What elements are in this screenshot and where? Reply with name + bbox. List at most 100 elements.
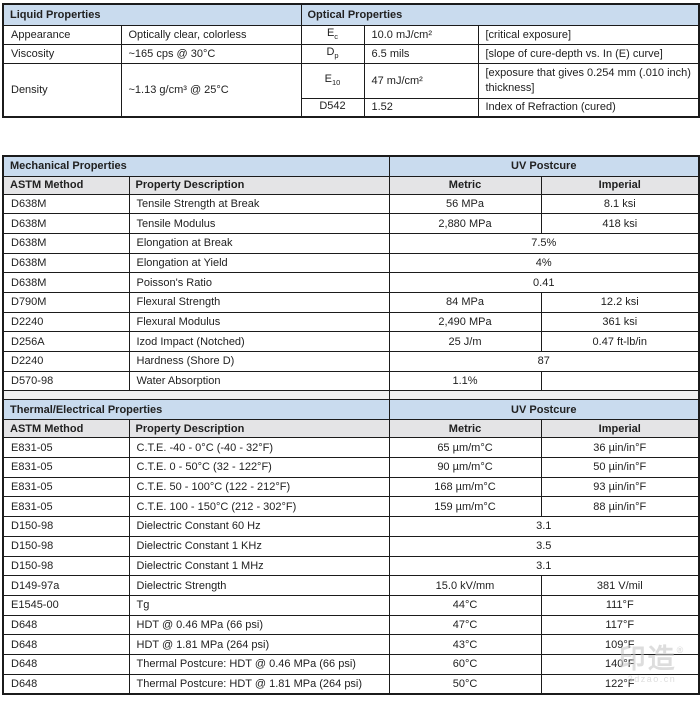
metric-value-cell: 159 µm/m°C [388,496,542,518]
property-description-cell: Dielectric Constant 1 KHz [128,535,390,557]
metric-value-cell: 65 µm/m°C [388,437,542,459]
imperial-value-cell: 381 V/mil [540,575,700,596]
column-header-description: Property Description [128,175,390,195]
property-description-cell: C.T.E. -40 - 0°C (-40 - 32°F) [128,437,390,459]
property-value-cell: ~1.13 g/cm³ @ 25°C [120,62,302,118]
spacer-row [2,390,700,401]
mechanical-properties-title: Mechanical Properties [2,155,390,177]
metric-value-cell: 2,880 MPa [388,213,542,234]
astm-method-cell: D150-98 [2,555,130,577]
astm-method-cell: D648 [2,653,130,675]
symbol-base: D [326,46,335,59]
property-description-cell: Flexural Modulus [128,311,390,333]
optical-symbol-cell: Dp [300,43,365,64]
optical-description-cell: [critical exposure] [477,24,700,45]
table-row: D638M Elongation at Yield 4% [2,252,700,274]
astm-method-cell: D790M [2,291,130,313]
imperial-value-cell: 93 µin/in°F [540,476,700,498]
metric-value-cell: 90 µm/m°C [388,457,542,478]
property-description-cell: C.T.E. 100 - 150°C (212 - 302°F) [128,496,390,518]
imperial-value-cell: 0.47 ft-lb/in [540,331,700,352]
property-description-cell: HDT @ 0.46 MPa (66 psi) [128,614,390,636]
metric-value-cell: 56 MPa [388,193,542,215]
table-row: D2240 Hardness (Shore D) 87 [2,351,700,372]
column-header-imperial: Imperial [540,419,700,439]
optical-value-cell: 6.5 mils [363,43,479,64]
optical-symbol-cell: Ec [300,24,365,45]
astm-method-cell: D638M [2,252,130,274]
astm-method-cell: E831-05 [2,457,130,478]
property-description-cell: Thermal Postcure: HDT @ 0.46 MPa (66 psi… [128,653,390,675]
property-description-cell: Dielectric Constant 1 MHz [128,555,390,577]
imperial-value-cell [540,370,700,392]
astm-method-cell: D638M [2,272,130,293]
table-row: E1545-00 Tg 44°C 111°F [2,594,700,616]
imperial-value-cell: 418 ksi [540,213,700,234]
optical-symbol-cell: E10 [300,62,365,99]
symbol-subscript: 10 [332,78,341,88]
table-row: D2240 Flexural Modulus 2,490 MPa 361 ksi [2,311,700,333]
spacer-cell [2,390,390,401]
liquid-optical-properties-table: Liquid Properties Optical Properties App… [2,3,700,118]
thermal-properties-title: Thermal/Electrical Properties [2,399,390,421]
astm-method-cell: D648 [2,634,130,655]
mechanical-thermal-properties-table: Mechanical Properties UV Postcure ASTM M… [2,155,700,695]
table-row: E831-05 C.T.E. 50 - 100°C (122 - 212°F) 16… [2,476,700,498]
metric-value-cell: 15.0 kV/mm [388,575,542,596]
symbol-base: D542 [319,100,346,113]
mechanical-rows: D638M Tensile Strength at Break 56 MPa 8.1 … [2,193,700,392]
table-row: D256A Izod Impact (Notched) 25 J/m 0.47 ft-… [2,331,700,352]
property-description-cell: C.T.E. 0 - 50°C (32 - 122°F) [128,457,390,478]
property-description-cell: Water Absorption [128,370,390,392]
table-row: E831-05 C.T.E. 100 - 150°C (212 - 302°F) 1… [2,496,700,518]
property-value-cell: Optically clear, colorless [120,24,302,45]
column-header-astm: ASTM Method [2,175,130,195]
property-description-cell: HDT @ 1.81 MPa (264 psi) [128,634,390,655]
combined-value-cell: 0.41 [388,272,700,293]
table-row: D638M Tensile Strength at Break 56 MPa 8.1 … [2,193,700,215]
column-header-astm: ASTM Method [2,419,130,439]
table-row: D570-98 Water Absorption 1.1% [2,370,700,392]
imperial-value-cell: 109°F [540,634,700,655]
property-description-cell: Elongation at Yield [128,252,390,274]
combined-value-cell: 7.5% [388,232,700,254]
imperial-value-cell: 111°F [540,594,700,616]
astm-method-cell: E831-05 [2,496,130,518]
metric-value-cell: 44°C [388,594,542,616]
combined-value-cell: 3.1 [388,516,700,537]
table-row: ASTM Method Property Description Metric … [2,175,700,195]
optical-properties-title: Optical Properties [300,3,700,26]
property-name-cell: Density [2,62,122,118]
optical-description-cell: [exposure that gives 0.254 mm (.010 inch… [477,62,700,99]
property-description-cell: Tg [128,594,390,616]
property-description-cell: Izod Impact (Notched) [128,331,390,352]
table-row: D648 Thermal Postcure: HDT @ 1.81 MPa (26… [2,673,700,695]
table-row: E831-05 C.T.E. -40 - 0°C (-40 - 32°F) 65 µ… [2,437,700,459]
property-description-cell: Thermal Postcure: HDT @ 1.81 MPa (264 ps… [128,673,390,695]
property-description-cell: C.T.E. 50 - 100°C (122 - 212°F) [128,476,390,498]
metric-value-cell: 47°C [388,614,542,636]
column-header-metric: Metric [388,175,542,195]
uv-postcure-header: UV Postcure [388,155,700,177]
table-row: D150-98 Dielectric Constant 1 MHz 3.1 [2,555,700,577]
property-description-cell: Dielectric Constant 60 Hz [128,516,390,537]
imperial-value-cell: 117°F [540,614,700,636]
metric-value-cell: 168 µm/m°C [388,476,542,498]
imperial-value-cell: 122°F [540,673,700,695]
astm-method-cell: D2240 [2,311,130,333]
astm-method-cell: D570-98 [2,370,130,392]
astm-method-cell: D256A [2,331,130,352]
astm-method-cell: D150-98 [2,535,130,557]
imperial-value-cell: 88 µin/in°F [540,496,700,518]
property-description-cell: Elongation at Break [128,232,390,254]
astm-method-cell: E1545-00 [2,594,130,616]
table-row: D790M Flexural Strength 84 MPa 12.2 ksi [2,291,700,313]
table-row: Viscosity ~165 cps @ 30°C Dp 6.5 mils [s… [2,43,700,64]
astm-method-cell: E831-05 [2,437,130,459]
table-row: D542 1.52 Index of Refraction (cured) [3,97,700,118]
table-row: D638M Poisson's Ratio 0.41 [2,272,700,293]
optical-value-cell: 1.52 [363,97,479,118]
metric-value-cell: 1.1% [388,370,542,392]
astm-method-cell: E831-05 [2,476,130,498]
imperial-value-cell: 361 ksi [540,311,700,333]
